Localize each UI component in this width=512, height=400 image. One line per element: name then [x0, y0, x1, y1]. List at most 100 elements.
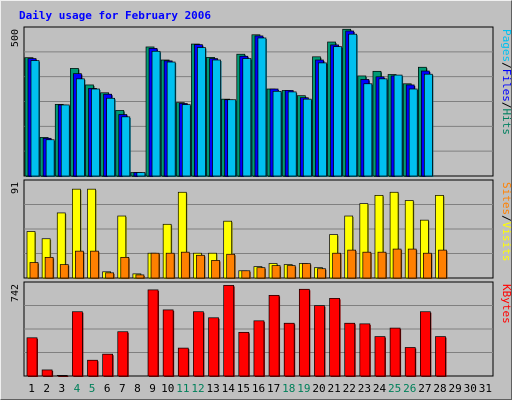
bar-sites	[105, 272, 114, 279]
bar-kbytes	[41, 369, 53, 377]
bar-kbytes	[268, 294, 280, 377]
bar-kbytes	[404, 347, 416, 377]
series-label: KBytes	[500, 284, 512, 324]
bar-sites	[120, 256, 130, 279]
bar-sites	[377, 251, 387, 279]
bar-kbytes	[193, 311, 204, 377]
x-tick-label: 27	[418, 382, 431, 395]
bar-pages	[302, 98, 312, 177]
bar-sites	[150, 252, 160, 279]
x-tick-label: 10	[161, 382, 174, 395]
x-tick-label: 18	[282, 382, 295, 395]
bar-kbytes	[389, 327, 401, 377]
x-tick-label: 6	[104, 382, 111, 395]
x-tick-label: 25	[388, 382, 401, 395]
bar-sites	[241, 270, 251, 279]
x-tick-label: 7	[119, 382, 126, 395]
bar-kbytes	[420, 311, 431, 377]
bar-pages	[121, 116, 131, 177]
bar-pages	[257, 37, 267, 177]
bar-pages	[408, 88, 418, 177]
bar-pages	[60, 104, 70, 177]
series-label-part: Hits	[500, 109, 512, 136]
bar-pages	[318, 62, 327, 177]
x-tick-label: 8	[134, 382, 141, 395]
bar-sites	[29, 262, 39, 279]
bar-sites	[165, 252, 175, 279]
bar-pages	[91, 88, 100, 177]
bar-pages	[287, 91, 297, 177]
bar-kbytes	[298, 288, 310, 377]
series-label-part: Sites	[500, 182, 512, 215]
bar-kbytes	[435, 336, 446, 377]
bar-pages	[242, 58, 252, 177]
series-label-part: KBytes	[500, 284, 512, 324]
bar-sites	[196, 254, 205, 279]
x-tick-label: 21	[328, 382, 341, 395]
x-tick-label: 14	[222, 382, 236, 395]
x-tick-label: 12	[191, 382, 204, 395]
bar-pages	[393, 74, 403, 177]
series-label-part: /	[500, 215, 512, 222]
x-tick-label: 23	[358, 382, 371, 395]
x-tick-label: 1	[28, 382, 35, 395]
x-tick-label: 22	[343, 382, 356, 395]
bar-pages	[76, 78, 85, 177]
bar-pages	[212, 59, 221, 177]
x-tick-label: 19	[297, 382, 310, 395]
series-label-part: Visits	[500, 222, 512, 262]
y-max-label: 91	[10, 182, 21, 194]
bar-sites	[407, 248, 417, 279]
bar-kbytes	[223, 285, 235, 377]
x-tick-label: 3	[59, 382, 66, 395]
chart-title: Daily usage for February 2006	[19, 9, 211, 22]
x-tick-label: 2	[43, 382, 50, 395]
bar-pages	[424, 73, 433, 177]
x-tick-label: 9	[149, 382, 156, 395]
bar-kbytes	[208, 317, 219, 377]
series-label-part: Pages	[500, 29, 512, 62]
bar-kbytes	[102, 353, 113, 377]
x-tick-label: 20	[312, 382, 325, 395]
bar-sites	[271, 265, 281, 279]
bar-pages	[348, 33, 358, 177]
x-tick-label: 28	[433, 382, 446, 395]
bar-sites	[362, 251, 372, 279]
bar-kbytes	[26, 337, 38, 377]
series-label-part: Files	[500, 69, 512, 102]
bar-pages	[272, 90, 282, 177]
bar-kbytes	[253, 320, 265, 377]
y-max-label: 742	[10, 284, 21, 302]
bar-kbytes	[147, 289, 159, 377]
bar-kbytes	[329, 298, 340, 377]
x-tick-label: 29	[449, 382, 462, 395]
bar-pages	[151, 50, 161, 177]
bar-pages	[363, 83, 373, 177]
bar-sites	[317, 268, 326, 279]
series-label: Pages/Files/Hits	[500, 29, 512, 135]
bar-kbytes	[87, 359, 98, 377]
bar-kbytes	[374, 336, 386, 377]
x-tick-label: 15	[237, 382, 250, 395]
bar-kbytes	[314, 305, 325, 377]
bar-sites	[256, 267, 266, 279]
bar-sites	[211, 260, 220, 279]
bar-sites	[301, 263, 311, 279]
bar-kbytes	[238, 331, 250, 377]
bar-pages	[106, 97, 115, 177]
series-label-part: /	[500, 62, 512, 69]
bar-kbytes	[359, 323, 371, 377]
bar-kbytes-shadow	[58, 376, 69, 377]
bar-kbytes	[72, 311, 83, 377]
bar-sites	[180, 251, 190, 279]
bar-pages	[45, 139, 55, 177]
x-tick-label: 11	[176, 382, 189, 395]
bar-kbytes	[56, 375, 68, 377]
bar-kbytes	[162, 309, 174, 377]
bar-sites	[226, 253, 236, 279]
x-tick-label: 16	[252, 382, 265, 395]
bar-sites	[90, 250, 99, 279]
bar-sites	[44, 256, 54, 279]
bar-pages	[333, 46, 342, 177]
bar-pages	[30, 60, 40, 177]
